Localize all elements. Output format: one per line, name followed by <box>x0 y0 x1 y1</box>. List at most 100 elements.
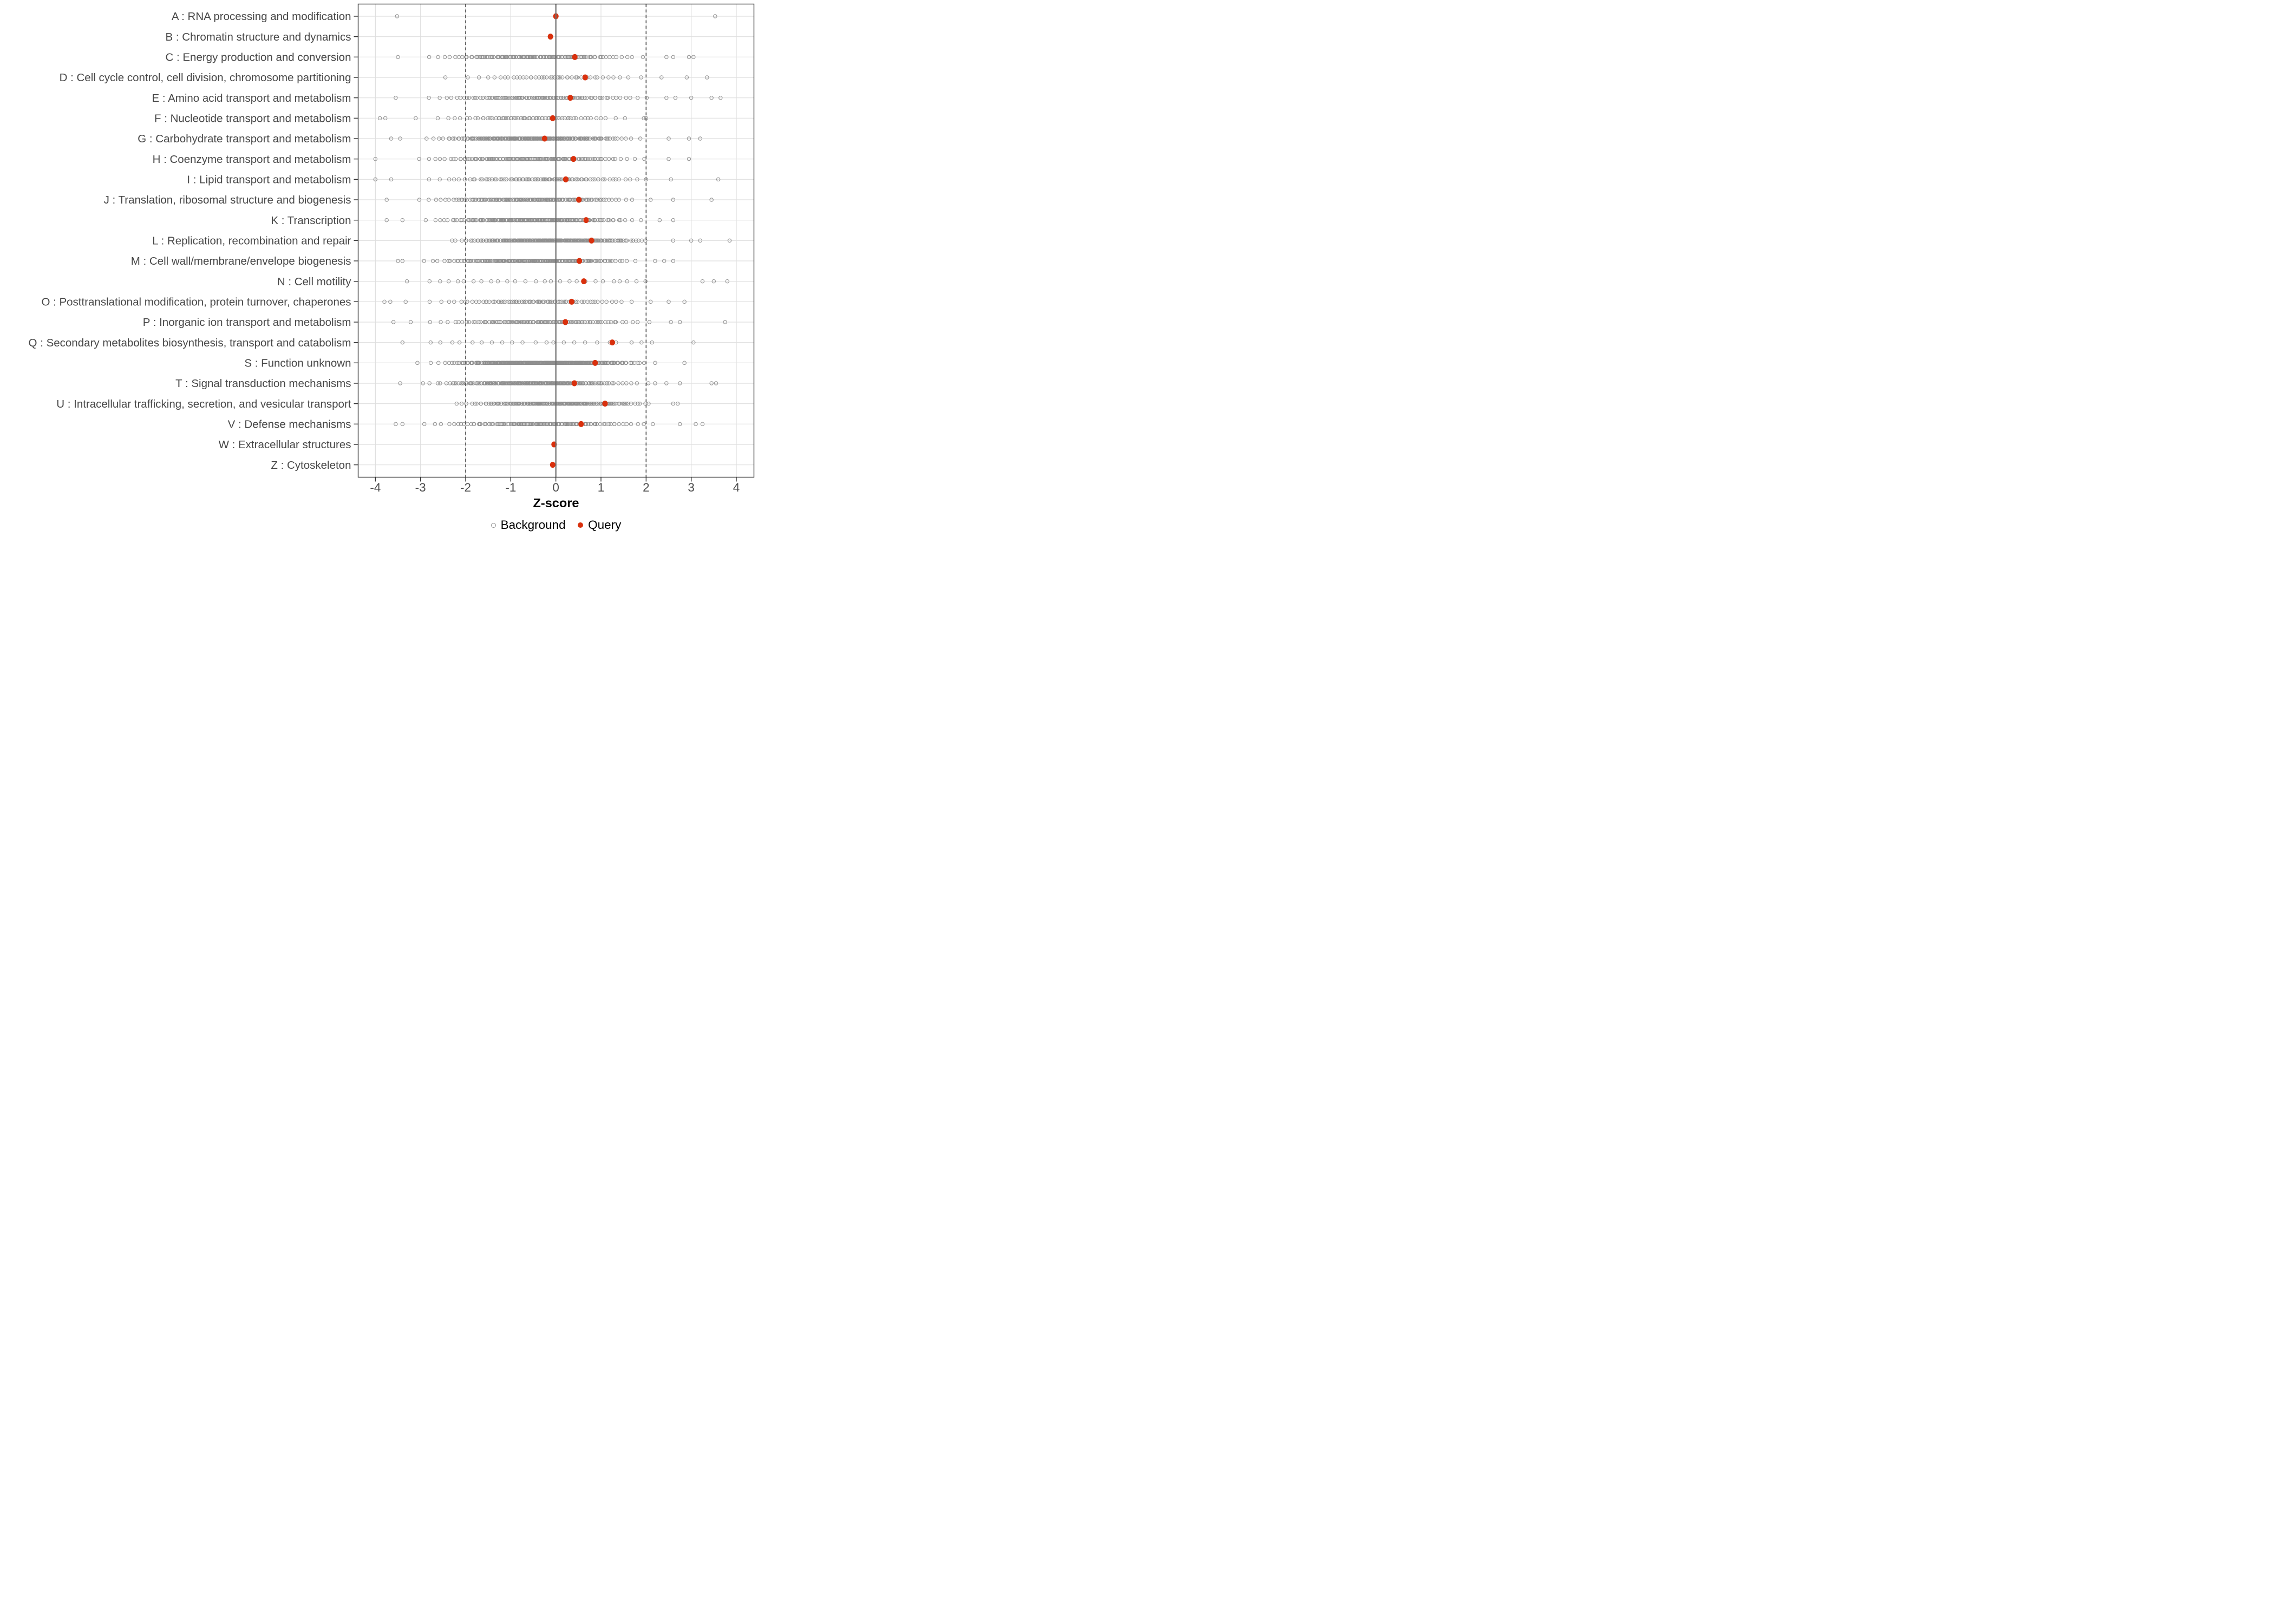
background-point <box>436 55 440 60</box>
background-point <box>396 55 400 60</box>
background-point <box>479 238 483 243</box>
background-point <box>631 238 636 243</box>
background-point <box>462 259 467 263</box>
background-point <box>558 279 563 284</box>
background-point <box>606 422 611 427</box>
background-point <box>678 381 682 385</box>
background-point <box>517 177 521 182</box>
background-point <box>473 401 478 406</box>
background-point <box>445 95 449 100</box>
background-point <box>467 320 472 324</box>
background-point <box>503 95 508 100</box>
background-point <box>506 422 511 427</box>
background-point <box>460 136 465 141</box>
background-point <box>619 361 624 365</box>
background-point <box>589 381 593 385</box>
background-point <box>520 320 525 324</box>
background-point <box>637 361 642 365</box>
background-point <box>500 381 504 385</box>
background-point <box>589 198 593 202</box>
background-point <box>478 320 483 324</box>
background-point <box>604 95 609 100</box>
background-point <box>461 422 466 427</box>
background-point <box>592 381 597 385</box>
background-point <box>630 361 634 365</box>
background-point <box>487 299 492 304</box>
background-point <box>664 381 669 385</box>
query-dot <box>547 34 553 40</box>
background-point <box>671 401 676 406</box>
background-point <box>558 320 563 324</box>
background-point <box>464 401 468 406</box>
background-point <box>502 259 507 263</box>
background-point <box>384 218 389 222</box>
background-point <box>477 299 481 304</box>
background-point <box>520 198 524 202</box>
background-point <box>613 198 618 202</box>
query-dot <box>571 380 577 387</box>
background-point <box>465 55 469 60</box>
background-point <box>563 422 567 427</box>
background-point <box>559 218 564 222</box>
background-point <box>584 198 589 202</box>
background-point <box>577 381 581 385</box>
background-point <box>515 156 520 161</box>
background-point <box>507 238 512 243</box>
background-point <box>450 361 454 365</box>
background-point <box>579 136 584 141</box>
background-point <box>495 156 500 161</box>
background-point <box>433 218 438 222</box>
background-point <box>415 361 420 365</box>
background-point <box>462 198 467 202</box>
background-point <box>597 238 601 243</box>
background-point <box>570 422 575 427</box>
background-point <box>472 218 476 222</box>
background-point <box>438 381 442 385</box>
background-point <box>678 422 682 427</box>
category-label: C : Energy production and conversion <box>165 51 351 64</box>
background-point <box>539 156 544 161</box>
background-point <box>573 320 578 324</box>
background-point <box>493 218 498 222</box>
background-point <box>600 177 605 182</box>
background-point <box>669 177 673 182</box>
background-point <box>479 198 483 202</box>
background-point <box>464 238 469 243</box>
background-point <box>657 218 662 222</box>
background-point <box>599 218 604 222</box>
background-point <box>468 116 472 121</box>
background-point <box>445 218 450 222</box>
background-point <box>466 361 471 365</box>
background-point <box>630 218 635 222</box>
background-point <box>498 75 503 80</box>
background-point <box>605 136 609 141</box>
background-point <box>599 55 603 60</box>
background-point <box>502 381 506 385</box>
background-point <box>585 156 590 161</box>
background-point <box>408 320 413 324</box>
background-point <box>584 177 588 182</box>
background-point <box>526 320 531 324</box>
background-point <box>544 320 548 324</box>
background-point <box>635 320 640 324</box>
background-point <box>454 401 459 406</box>
query-dot <box>568 298 574 305</box>
background-point <box>626 75 631 80</box>
background-point <box>482 198 486 202</box>
background-point <box>687 55 691 60</box>
background-point <box>509 177 514 182</box>
background-point <box>496 238 500 243</box>
background-point <box>642 422 646 427</box>
background-point <box>495 320 500 324</box>
background-point <box>632 156 637 161</box>
background-point <box>628 95 632 100</box>
background-point <box>580 95 585 100</box>
background-point <box>489 177 494 182</box>
background-point <box>574 136 578 141</box>
background-point <box>437 177 442 182</box>
x-tick-label: 4 <box>733 481 740 494</box>
x-tick-label: -1 <box>505 481 516 494</box>
background-point <box>533 55 538 60</box>
background-point <box>490 116 494 121</box>
background-point <box>543 177 547 182</box>
